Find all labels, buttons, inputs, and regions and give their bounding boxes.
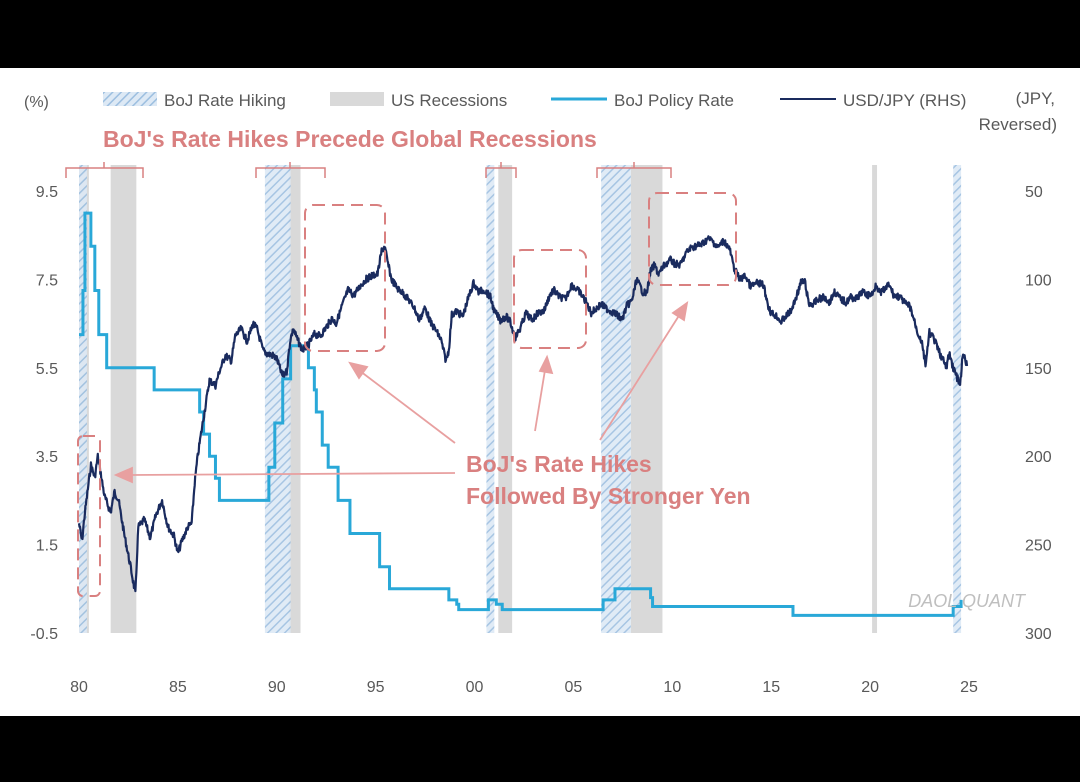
y-left-tick-label: 1.5 [36,538,58,555]
chart-panel: (%) BoJ Rate Hiking US Recessions BoJ Po… [0,68,1080,716]
y-left-tick-label: -0.5 [30,626,58,643]
chart-svg: (%) BoJ Rate Hiking US Recessions BoJ Po… [24,89,1057,696]
y-right-unit-line1: (JPY, [1016,89,1055,108]
y-right-tick-label: 50 [1025,184,1043,201]
x-tick-label: 20 [861,679,879,696]
series-boj-policy-rate [79,211,963,617]
recession-band [872,165,878,633]
x-tick-label: 85 [169,679,187,696]
highlight-box-2004 [513,249,587,349]
highlight-box-2011 [648,192,737,286]
x-axis-ticks: 80 85 90 95 00 05 10 15 20 25 [70,679,978,696]
y-right-tick-label: 250 [1025,538,1052,555]
highlight-boxes [77,192,737,597]
hiking-band [953,165,962,633]
legend: (%) BoJ Rate Hiking US Recessions BoJ Po… [24,89,1057,134]
band-layer [79,165,962,633]
annotation-precede: BoJ's Rate Hikes Precede Global Recessio… [103,126,597,152]
legend-hiking-label: BoJ Rate Hiking [164,91,286,110]
y-left-tick-label: 5.5 [36,361,58,378]
watermark: DAOL QUANT [908,591,1027,611]
recession-band [630,165,663,633]
x-tick-label: 80 [70,679,88,696]
series-layer [77,211,969,617]
recession-band [498,165,513,633]
x-tick-label: 25 [960,679,978,696]
y-right-tick-label: 200 [1025,449,1052,466]
y-right-axis-ticks: 50 100 150 200 250 300 [1025,184,1052,643]
legend-recession-label: US Recessions [391,91,507,110]
annotation-arrows [113,300,689,484]
y-right-tick-label: 300 [1025,626,1052,643]
x-tick-label: 15 [762,679,780,696]
y-left-unit: (%) [24,94,49,111]
series-usdjpy [77,235,969,593]
y-left-tick-label: 7.5 [36,272,58,289]
x-tick-label: 00 [466,679,484,696]
legend-policy-label: BoJ Policy Rate [614,91,734,110]
hiking-band [486,165,495,633]
annotation-brackets [65,162,672,178]
annotation-followed-line1: BoJ's Rate Hikes [466,451,652,477]
highlight-box-1993 [304,204,386,352]
y-right-tick-label: 150 [1025,361,1052,378]
x-tick-label: 90 [268,679,286,696]
hiking-band [79,165,87,633]
legend-recession-swatch [330,92,384,106]
y-left-tick-label: 3.5 [36,449,58,466]
annotation-followed-line2: Followed By Stronger Yen [466,483,751,509]
x-tick-label: 95 [367,679,385,696]
legend-usdjpy-label: USD/JPY (RHS) [843,91,966,110]
x-tick-label: 05 [565,679,583,696]
y-right-tick-label: 100 [1025,272,1052,289]
y-right-unit-line2: Reversed) [979,115,1057,134]
highlight-box-1980 [77,435,101,597]
y-left-axis-ticks: 9.5 7.5 5.5 3.5 1.5 -0.5 [30,184,58,643]
recession-band [110,165,137,633]
legend-hiking-swatch [103,92,157,106]
recession-band [288,165,301,633]
hiking-band [264,165,291,633]
x-tick-label: 10 [663,679,681,696]
y-left-tick-label: 9.5 [36,184,58,201]
